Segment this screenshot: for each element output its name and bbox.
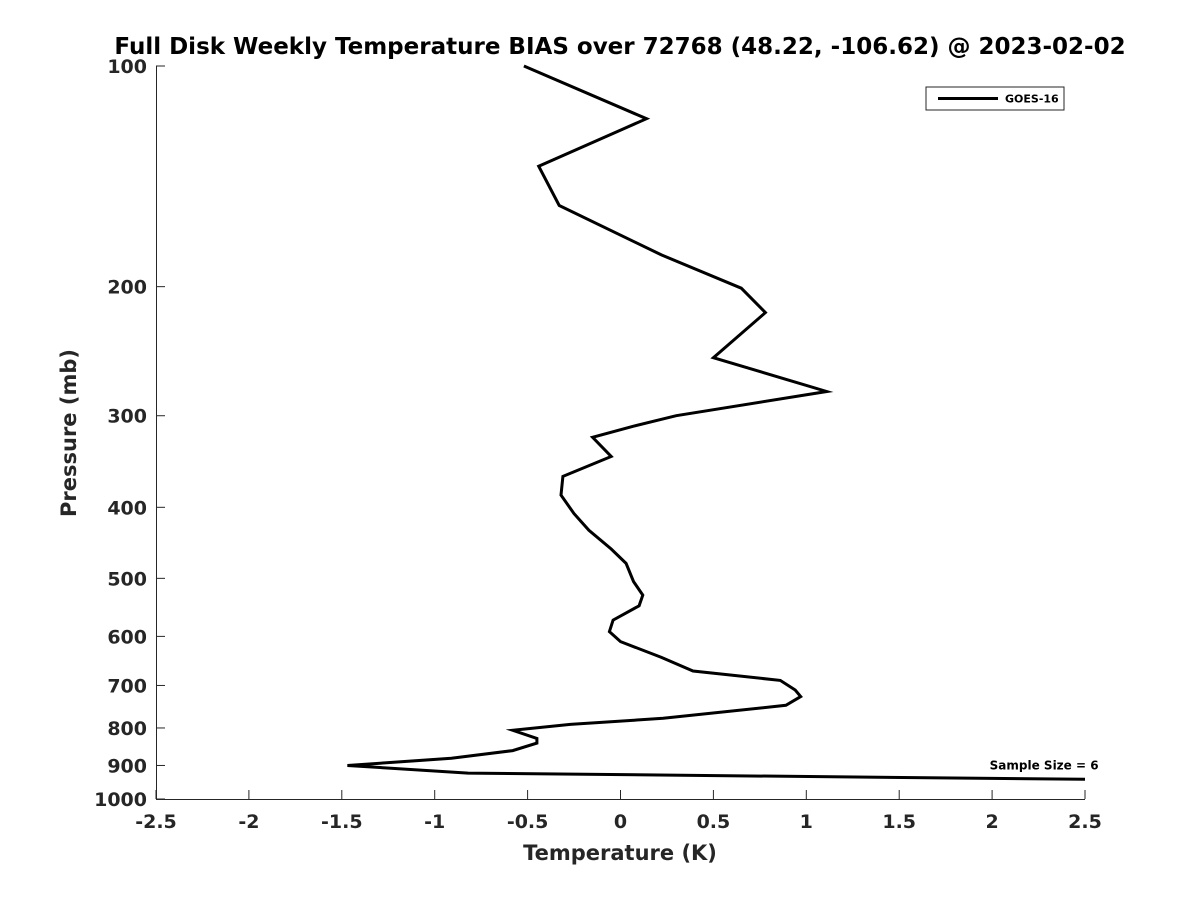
y-tick-label: 800 [107,718,147,740]
y-tick-label: 100 [107,56,147,78]
y-tick-label: 1000 [94,789,147,811]
y-tick-label: 900 [107,755,147,777]
y-axis-label: Pressure (mb) [57,349,81,517]
sample-size-annotation: Sample Size = 6 [990,758,1099,772]
y-tick-label: 400 [107,497,147,519]
x-tick-label: -1 [424,811,445,833]
y-tick-label: 700 [107,675,147,697]
legend-entry-label: GOES-16 [1005,93,1059,106]
x-tick-label: 1.5 [882,811,916,833]
plot-area: -2.5 -2 -1.5 -1 -0.5 0 0.5 1 1.5 2 2.5 100 200 300 40… [94,56,1102,833]
x-tick-label: -2.5 [135,811,177,833]
x-tick-label: -0.5 [507,811,549,833]
y-axis-ticks: 100 200 300 400 500 600 700 800 900 1000 [94,56,165,811]
x-tick-label: 0 [614,811,627,833]
series-layer [347,64,1086,781]
x-tick-label: -2 [238,811,259,833]
x-tick-label: 0.5 [697,811,731,833]
y-tick-label: 300 [107,406,147,428]
x-tick-label: 1 [800,811,813,833]
series-line-goes-16 [347,64,1086,781]
x-tick-label: 2 [985,811,998,833]
legend: GOES-16 [925,86,1065,111]
x-axis-label: Temperature (K) [523,841,717,865]
annotation-layer: Sample Size = 6 [990,758,1099,772]
x-tick-label: -1.5 [321,811,363,833]
y-tick-label: 200 [107,277,147,299]
x-axis-ticks: -2.5 -2 -1.5 -1 -0.5 0 0.5 1 1.5 2 2.5 [135,790,1102,833]
y-tick-label: 500 [107,568,147,590]
plot-frame [156,66,1085,799]
x-tick-label: 2.5 [1068,811,1102,833]
y-tick-label: 600 [107,626,147,648]
chart-title: Full Disk Weekly Temperature BIAS over 7… [114,34,1125,60]
